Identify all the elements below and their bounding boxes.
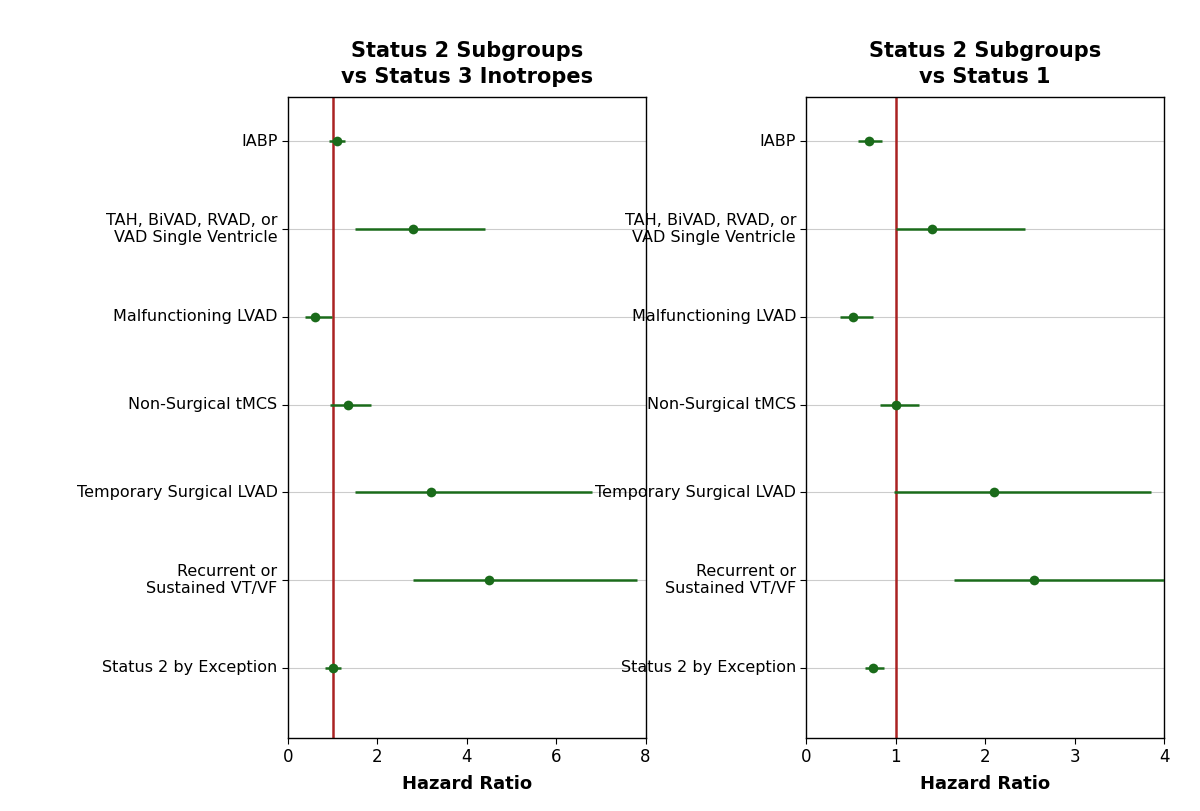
X-axis label: Hazard Ratio: Hazard Ratio	[920, 775, 1050, 793]
Title: Status 2 Subgroups
vs Status 3 Inotropes: Status 2 Subgroups vs Status 3 Inotropes	[341, 41, 593, 88]
X-axis label: Hazard Ratio: Hazard Ratio	[402, 775, 532, 793]
Title: Status 2 Subgroups
vs Status 1: Status 2 Subgroups vs Status 1	[869, 41, 1102, 88]
